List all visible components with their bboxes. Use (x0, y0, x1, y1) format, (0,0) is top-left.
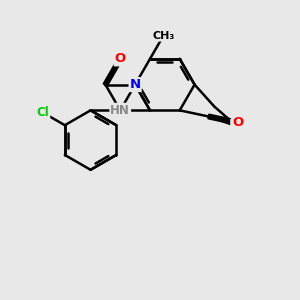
Text: S: S (116, 104, 125, 117)
Text: O: O (231, 120, 242, 133)
Text: CH₃: CH₃ (152, 31, 175, 41)
Text: HN: HN (110, 104, 130, 117)
Text: O: O (232, 116, 244, 129)
Text: N: N (130, 78, 141, 91)
Text: O: O (115, 52, 126, 65)
Text: Cl: Cl (37, 106, 49, 119)
